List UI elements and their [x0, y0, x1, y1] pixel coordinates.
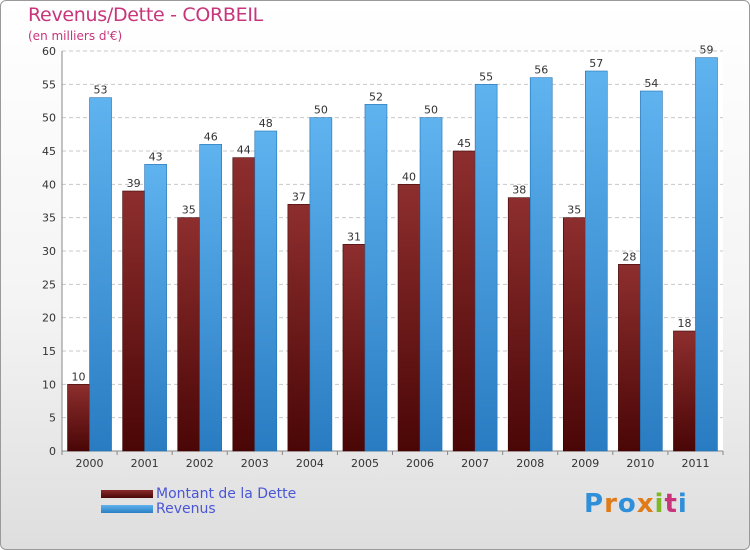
- data-label-dette: 39: [127, 177, 141, 190]
- y-tick-label: 20: [42, 312, 56, 325]
- bar-revenus: [419, 117, 443, 452]
- data-label-revenus: 43: [149, 150, 163, 163]
- bar-dette: [452, 150, 476, 452]
- y-tick-label: 15: [42, 345, 56, 358]
- bar-dette: [122, 190, 145, 452]
- data-label-revenus: 50: [314, 104, 328, 117]
- y-tick-label: 50: [42, 112, 56, 125]
- data-label-revenus: 54: [644, 77, 658, 90]
- bar-dette: [342, 244, 366, 452]
- data-label-revenus: 55: [479, 70, 493, 83]
- y-tick-label: 45: [42, 145, 56, 158]
- data-label-dette: 38: [512, 184, 526, 197]
- bar-revenus: [529, 77, 553, 452]
- bar-revenus: [584, 70, 608, 452]
- bar-revenus: [144, 164, 167, 452]
- x-tick-label: 2009: [571, 457, 599, 470]
- y-tick-label: 0: [49, 445, 56, 458]
- data-label-revenus: 56: [534, 64, 548, 77]
- bar-dette: [673, 330, 696, 452]
- x-tick-label: 2004: [296, 457, 324, 470]
- bar-revenus: [364, 104, 388, 452]
- data-label-dette: 37: [292, 190, 306, 203]
- x-tick-label: 2003: [241, 457, 269, 470]
- data-label-revenus: 48: [259, 117, 273, 130]
- bar-revenus: [199, 144, 223, 452]
- bar-dette: [67, 384, 90, 452]
- data-label-dette: 40: [402, 170, 416, 183]
- data-label-revenus: 52: [369, 90, 383, 103]
- y-tick-label: 5: [49, 412, 56, 425]
- data-label-dette: 35: [567, 204, 581, 217]
- data-label-revenus: 57: [589, 57, 603, 70]
- data-label-dette: 35: [182, 204, 196, 217]
- bar-dette: [287, 204, 311, 452]
- bar-revenus: [89, 97, 112, 452]
- bar-dette: [397, 184, 421, 452]
- y-tick-label: 30: [42, 245, 56, 258]
- logo-letter: r: [604, 489, 618, 519]
- bar-revenus: [640, 90, 663, 452]
- y-tick-label: 35: [42, 212, 56, 225]
- logo-letter: x: [636, 489, 655, 519]
- bar-dette: [618, 264, 641, 452]
- x-tick-label: 2005: [351, 457, 379, 470]
- legend-label-revenus: Revenus: [156, 501, 216, 517]
- bar-dette: [232, 157, 256, 452]
- bar-revenus: [254, 130, 278, 452]
- data-label-revenus: 59: [699, 44, 713, 57]
- x-tick-label: 2010: [626, 457, 654, 470]
- data-label-dette: 45: [457, 137, 471, 150]
- logo-letter: t: [664, 489, 678, 519]
- y-tick-label: 60: [42, 45, 56, 58]
- bar-revenus: [474, 84, 498, 452]
- y-tick-label: 40: [42, 178, 56, 191]
- bar-dette: [177, 217, 201, 452]
- logo-letter: P: [584, 489, 605, 519]
- data-label-revenus: 53: [94, 84, 108, 97]
- bar-revenus: [309, 117, 333, 452]
- bar-dette: [507, 197, 531, 452]
- data-label-dette: 31: [347, 230, 361, 243]
- legend-label-dette: Montant de la Dette: [156, 486, 297, 502]
- legend-swatch-dette: [101, 490, 153, 498]
- legend-swatch-revenus: [101, 505, 153, 513]
- data-label-dette: 18: [677, 317, 691, 330]
- logo-letter: i: [677, 489, 688, 519]
- data-label-revenus: 46: [204, 130, 218, 143]
- logo-letter: i: [654, 489, 665, 519]
- y-tick-label: 25: [42, 278, 56, 291]
- data-label-dette: 28: [622, 250, 636, 263]
- logo-letter: o: [617, 489, 637, 519]
- data-label-revenus: 50: [424, 104, 438, 117]
- x-tick-label: 2001: [131, 457, 159, 470]
- x-tick-label: 2006: [406, 457, 434, 470]
- bar-dette: [562, 217, 586, 452]
- x-tick-label: 2007: [461, 457, 489, 470]
- y-tick-label: 10: [42, 378, 56, 391]
- x-tick-label: 2008: [516, 457, 544, 470]
- x-tick-label: 2002: [186, 457, 214, 470]
- y-tick-label: 55: [42, 78, 56, 91]
- data-label-dette: 10: [72, 370, 86, 383]
- chart-title: Revenus/Dette - CORBEIL: [28, 4, 263, 26]
- data-label-dette: 44: [237, 144, 251, 157]
- x-tick-label: 2011: [681, 457, 709, 470]
- proxiti-logo-icon: Proxiti: [584, 489, 688, 519]
- bar-revenus: [695, 57, 718, 452]
- chart-subtitle: (en milliers d'€): [28, 29, 123, 43]
- x-tick-label: 2000: [76, 457, 104, 470]
